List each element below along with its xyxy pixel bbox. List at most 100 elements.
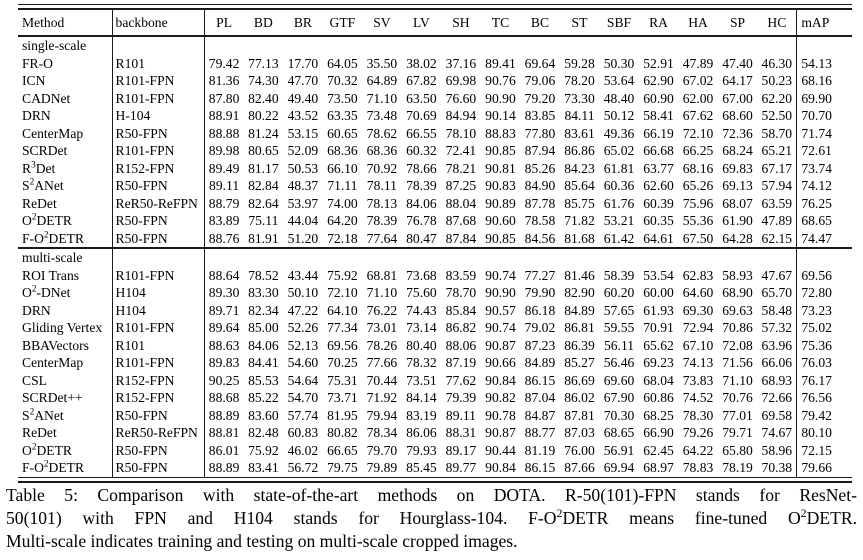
score-cell: 58.48 [761,302,793,318]
score-cell: 89.11 [203,177,244,195]
method-cell: O2DETR [22,211,72,228]
score-cell: 62.00 [682,90,714,106]
table-row: DRN H-104 88.91 80.22 43.52 63.35 73.48 70.69 84… [18,107,852,125]
score-cell: 86.15 [524,372,556,388]
map-cell: 80.10 [796,424,852,442]
score-cell: 79.42 [203,54,244,72]
score-cell: 82.40 [248,90,279,106]
table-row: CenterMap R101-FPN 89.83 84.41 54.60 70.25 77.… [18,354,852,372]
header-category-sh: SH [452,14,470,30]
header-category-lv: LV [412,14,430,30]
score-cell: 67.02 [682,73,714,88]
score-cell: 62.15 [761,230,793,246]
score-cell: 64.17 [722,73,753,88]
score-cell: 78.19 [722,460,753,475]
score-cell: 64.20 [327,213,358,228]
score-cell: 82.90 [564,285,595,300]
score-cell: 78.26 [366,337,398,353]
backbone-cell: R50-FPN [111,406,205,424]
score-cell: 59.55 [603,320,635,335]
method-cell: ROI Trans [22,267,80,283]
backbone-cell: R101 [111,336,205,354]
score-cell: 66.55 [406,125,437,141]
backbone-cell: R50-FPN [111,229,205,248]
score-cell: 69.98 [445,73,477,88]
score-cell: 48.40 [603,90,635,106]
section-label-row: multi-scale [18,248,852,267]
score-cell: 90.14 [485,108,516,123]
score-cell: 87.78 [524,195,556,211]
score-cell: 43.52 [287,108,319,123]
score-cell: 68.07 [722,195,753,211]
header-category-ra: RA [649,14,668,30]
score-cell: 54.70 [287,390,319,405]
score-cell: 73.68 [406,267,437,283]
score-cell: 71.10 [366,90,398,106]
score-cell: 85.27 [564,355,595,370]
score-cell: 52.13 [287,337,319,353]
score-cell: 88.81 [203,424,244,442]
score-cell: 88.63 [203,336,244,354]
score-cell: 63.77 [643,160,674,176]
score-cell: 90.81 [485,160,516,176]
score-cell: 60.00 [643,285,674,300]
score-cell: 53.15 [287,125,319,141]
score-cell: 68.97 [643,460,674,475]
score-cell: 71.11 [327,178,358,193]
map-cell: 72.61 [796,142,852,160]
score-cell: 50.23 [761,73,793,88]
score-cell: 67.17 [761,160,793,176]
score-cell: 90.76 [485,73,516,88]
score-cell: 63.59 [761,195,793,211]
score-cell: 63.50 [406,90,437,106]
backbone-cell: R50-FPN [111,124,205,142]
table-row: SCRDet R101-FPN 89.98 80.65 52.09 68.36 68.36 6… [18,142,852,160]
score-cell: 75.92 [248,442,279,458]
score-cell: 89.30 [203,284,244,302]
score-cell: 80.22 [248,108,279,123]
score-cell: 57.65 [603,302,635,318]
score-cell: 83.59 [445,267,477,283]
table-header: Method backbone PL BD BR GTF SV LV SH TC BC ST SBF RA… [18,10,852,36]
score-cell: 87.25 [445,178,477,193]
method-cell: S2ANet [22,176,64,193]
score-cell: 59.28 [564,55,595,71]
method-cell: DRN [22,302,51,318]
table-row: DRN H104 89.71 82.34 47.22 64.10 76.22 74.43 85.… [18,301,852,319]
score-cell: 84.06 [248,337,279,353]
score-cell: 86.69 [564,372,595,388]
score-cell: 76.78 [406,213,437,228]
score-cell: 78.62 [366,125,398,141]
score-cell: 67.50 [682,230,714,246]
table-bottom-rule [18,476,852,483]
score-cell: 88.91 [203,107,244,125]
score-cell: 77.13 [248,55,279,71]
score-cell: 90.87 [485,425,516,440]
map-cell: 68.16 [796,72,852,90]
score-cell: 83.85 [524,108,556,123]
map-cell: 74.12 [796,177,852,195]
score-cell: 90.57 [485,302,516,318]
score-cell: 68.65 [603,425,635,440]
caption-line-1: Table 5: Comparison with state-of-the-ar… [6,485,857,505]
score-cell: 67.62 [682,108,714,123]
score-cell: 89.64 [203,319,244,337]
score-cell: 90.60 [485,213,516,228]
score-cell: 81.68 [564,230,595,246]
score-cell: 53.21 [603,213,635,228]
map-cell: 72.15 [796,441,852,459]
score-cell: 81.19 [524,442,556,458]
score-cell: 35.50 [366,55,398,71]
score-cell: 78.34 [366,425,398,440]
method-cell: O2DETR [22,440,72,458]
score-cell: 89.41 [485,55,516,71]
map-cell: 76.17 [796,371,852,389]
score-cell: 79.26 [682,425,714,440]
backbone-cell: R50-FPN [111,177,205,195]
score-cell: 63.96 [761,337,793,353]
score-cell: 89.71 [203,301,244,319]
method-cell: ReDet [22,425,57,440]
backbone-cell: R101-FPN [111,266,205,284]
score-cell: 83.60 [248,407,279,423]
score-cell: 89.83 [203,354,244,372]
